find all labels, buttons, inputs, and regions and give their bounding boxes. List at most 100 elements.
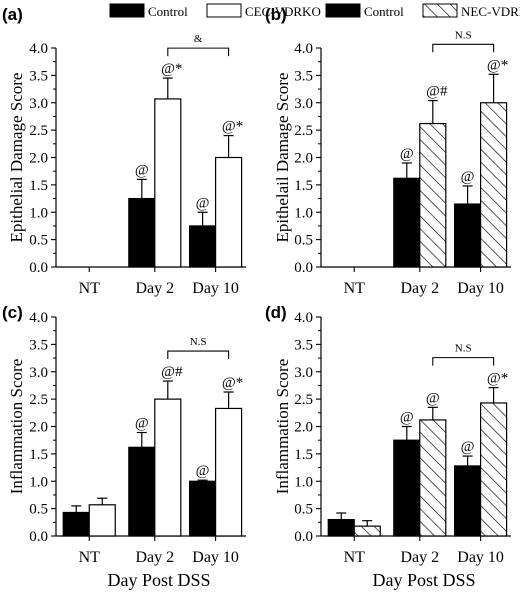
bracket <box>432 43 495 53</box>
y-tick-label: 3.0 <box>29 96 48 112</box>
bar-control-1 <box>128 197 156 268</box>
bracket-label: N.S <box>455 29 472 41</box>
bar-ko-2 <box>215 407 243 537</box>
bar-control-1 <box>393 439 421 537</box>
y-tick-label: 2.0 <box>29 151 48 167</box>
chart-panel-3: (c) 0.0 0.5 1.0 1.5 2.0 2.5 3.0 3.5 4.0 Inflammati… <box>2 303 246 590</box>
significance-label: @ <box>196 195 210 211</box>
legend-swatch-control <box>325 3 361 18</box>
y-tick-label: 3.5 <box>29 337 48 353</box>
y-tick-label: 4.0 <box>29 41 48 57</box>
significance-label: @# <box>426 84 448 100</box>
y-tick-label: 1.5 <box>294 447 313 463</box>
bracket <box>432 357 495 366</box>
x-tick-label: NT <box>344 280 366 297</box>
y-tick-label: 3.0 <box>294 96 313 112</box>
chart-panel-4: (d) 0.0 0.5 1.0 1.5 2.0 2.5 3.0 3.5 4.0 Inflammati… <box>265 303 511 590</box>
y-tick-label: 2.0 <box>29 420 48 436</box>
y-axis-label: Epithelail Damage Score <box>273 73 292 243</box>
y-axis-label: Inflammation Score <box>273 359 292 495</box>
y-tick-label: 1.0 <box>29 474 48 490</box>
bar-ko-1 <box>419 419 447 537</box>
bar-ko-1 <box>154 398 182 537</box>
significance-label: @ <box>400 410 414 426</box>
x-tick-label: Day 2 <box>135 549 174 566</box>
y-tick-label: 0.0 <box>294 529 313 545</box>
y-tick-label: 0.5 <box>29 502 48 518</box>
y-tick-label: 3.5 <box>29 68 48 84</box>
y-tick-label: 0.5 <box>29 233 48 249</box>
y-tick-label: 0.5 <box>294 502 313 518</box>
legend-label-ko: CEC-VDRKO <box>245 4 321 19</box>
y-tick-label: 3.5 <box>294 337 313 353</box>
y-tick-label: 1.5 <box>29 447 48 463</box>
bracket <box>167 350 230 360</box>
chart-panel-2: (b) 0.0 0.5 1.0 1.5 2.0 2.5 3.0 3.5 4.0Epithelail… <box>265 3 520 297</box>
bar-ko-1 <box>154 98 182 268</box>
bar-ko-2 <box>480 402 508 537</box>
y-axis-label: Inflammation Score <box>7 359 26 495</box>
y-tick-label: 3.0 <box>29 365 48 381</box>
legend-swatch-ko <box>422 3 458 18</box>
y-tick-label: 0.5 <box>294 233 313 249</box>
panel-label: (a) <box>2 5 23 24</box>
x-axis-label: Day Post DSS <box>372 570 475 590</box>
y-tick-label: 2.0 <box>294 420 313 436</box>
significance-label: @* <box>222 119 243 135</box>
legend-swatch-control <box>109 3 145 18</box>
significance-label: @ <box>461 439 475 455</box>
y-tick-label: 1.0 <box>29 205 48 221</box>
x-axis-label: Day Post DSS <box>107 570 210 590</box>
bar-ko-0 <box>88 504 116 537</box>
y-tick-label: 3.5 <box>294 68 313 84</box>
bar-control-2 <box>189 480 217 537</box>
legend-label-control: Control <box>364 4 404 19</box>
x-tick-label: Day 2 <box>400 280 439 297</box>
y-tick-label: 2.5 <box>29 392 48 408</box>
significance-label: @# <box>161 364 183 380</box>
bracket-label: N.S <box>455 343 472 355</box>
bar-control-0 <box>327 518 355 537</box>
significance-label: @* <box>487 57 508 73</box>
legend-label-control: Control <box>148 4 188 19</box>
significance-label: @ <box>196 463 210 479</box>
x-tick-label: Day 10 <box>192 549 239 566</box>
panel-label: (d) <box>265 303 287 322</box>
significance-label: @* <box>487 371 508 387</box>
x-tick-label: Day 2 <box>400 549 439 566</box>
y-tick-label: 4.0 <box>29 310 48 326</box>
legend-label-ko: NEC-VDRKO <box>461 4 520 19</box>
y-tick-label: 0.0 <box>29 529 48 545</box>
x-tick-label: Day 2 <box>135 280 174 297</box>
bar-control-2 <box>189 225 217 268</box>
x-tick-label: NT <box>79 280 101 297</box>
x-tick-label: Day 10 <box>192 280 239 297</box>
x-tick-label: NT <box>79 549 101 566</box>
bar-control-2 <box>454 203 482 268</box>
panel-label: (c) <box>2 303 23 322</box>
significance-label: @ <box>461 169 475 185</box>
bar-ko-1 <box>419 122 447 268</box>
significance-label: @ <box>135 416 149 432</box>
bar-control-1 <box>128 446 156 537</box>
bar-control-2 <box>454 465 482 537</box>
x-tick-label: Day 10 <box>457 280 504 297</box>
bar-ko-2 <box>480 102 508 268</box>
y-tick-label: 2.5 <box>29 123 48 139</box>
y-tick-label: 1.0 <box>294 474 313 490</box>
bar-control-0 <box>62 511 90 537</box>
bar-ko-0 <box>353 525 381 537</box>
bar-ko-2 <box>215 156 243 268</box>
y-tick-label: 2.5 <box>294 392 313 408</box>
bracket-label: N.S <box>190 336 207 348</box>
x-tick-label: Day 10 <box>457 549 504 566</box>
panel-label: (b) <box>265 5 287 24</box>
chart-panel-1: (a)0.00.51.01.52.02.53.03.54.0Epithelial… <box>2 3 321 297</box>
significance-label: @ <box>135 162 149 178</box>
y-tick-label: 3.0 <box>294 365 313 381</box>
y-tick-label: 2.0 <box>294 151 313 167</box>
y-tick-label: 0.0 <box>29 260 48 276</box>
significance-label: @ <box>426 390 440 406</box>
y-tick-label: 1.5 <box>294 178 313 194</box>
